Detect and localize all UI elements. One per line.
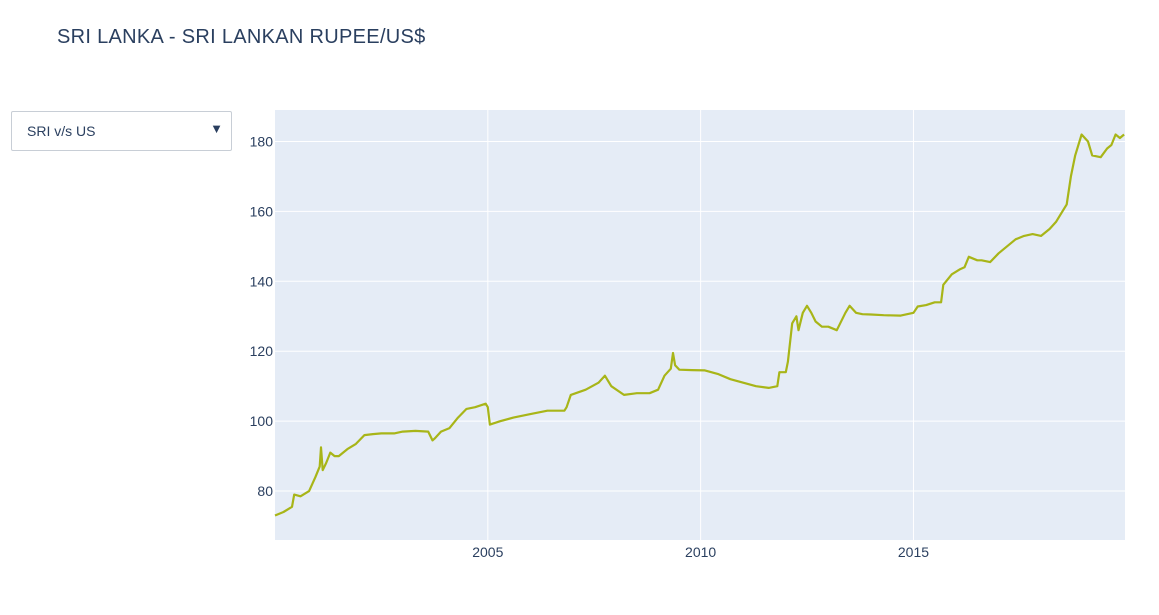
x-tick-label: 2005 [472,544,503,560]
y-tick-label: 160 [250,203,274,219]
x-tick-label: 2010 [685,544,716,560]
series-layer [274,133,1125,517]
grid-lines [275,110,1125,540]
y-tick-label: 180 [250,133,274,149]
y-tick-label: 100 [250,413,274,429]
series-line-0[interactable] [274,133,1125,517]
triangle-down-icon[interactable]: ▼ [210,121,223,136]
y-tick-label: 80 [257,483,273,499]
dropdown-selected-label: SRI v/s US [27,123,96,139]
y-axis-ticks: 80 100 120 140 160 180 [250,133,274,499]
y-tick-label: 140 [250,273,274,289]
series-dropdown[interactable]: SRI v/s US ▼ [11,111,232,151]
page-title: SRI LANKA - SRI LANKAN RUPEE/US$ [57,26,426,48]
y-tick-label: 120 [250,343,274,359]
x-axis-ticks: 2005 2010 2015 [472,544,929,560]
plot-area [275,110,1125,540]
x-tick-label: 2015 [898,544,929,560]
